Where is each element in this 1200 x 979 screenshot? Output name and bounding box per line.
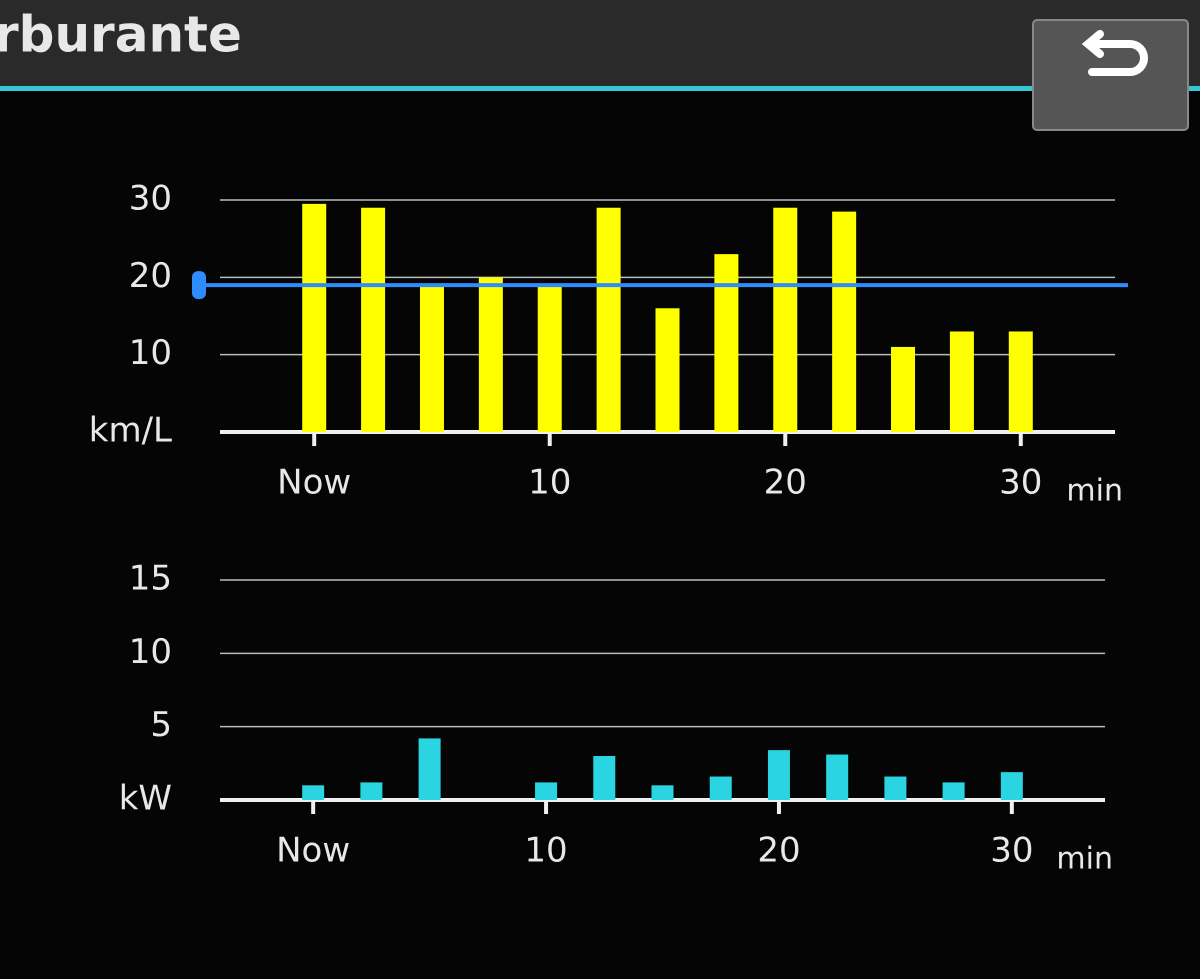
y-tick-label: km/L [89,411,172,451]
bar [596,207,621,432]
x-tick-label: 10 [524,831,567,871]
back-icon[interactable] [1081,30,1148,76]
y-tick-label: 10 [129,333,172,373]
x-tick-label: 30 [990,831,1033,871]
x-tick-label: 10 [528,463,571,503]
bar [709,776,732,800]
header-bar [0,0,1200,88]
bar [1008,331,1033,432]
bar [949,331,974,432]
bar [360,782,383,800]
bar [478,277,503,432]
bar [593,756,616,800]
bar [773,207,798,432]
x-tick-label: 20 [757,831,800,871]
bar [942,782,965,800]
y-tick-label: 15 [129,559,172,599]
x-unit-label: min [1056,842,1113,877]
bar [419,285,444,432]
bar [651,785,674,800]
bar [535,782,558,800]
bar [891,346,916,432]
average-handle [192,271,206,300]
bar [1000,772,1023,800]
y-tick-label: 20 [129,256,172,296]
bar [302,203,327,432]
header-title: rburante [0,6,242,64]
y-tick-label: kW [119,779,172,819]
bar [832,211,857,432]
header-rule [0,86,1200,91]
bar [302,785,325,800]
bar [418,738,441,800]
x-tick-label: Now [277,463,351,503]
back-button[interactable] [1032,19,1189,131]
bar [826,754,849,800]
bar [655,308,680,432]
y-tick-label: 5 [150,705,172,745]
x-tick-label: 30 [999,463,1042,503]
x-unit-label: min [1066,474,1123,509]
bar [767,750,790,800]
y-tick-label: 10 [129,632,172,672]
bar [884,776,907,800]
x-tick-label: 20 [764,463,807,503]
bar [714,254,739,432]
x-tick-label: Now [276,831,350,871]
bar [361,207,386,432]
y-tick-label: 30 [129,179,172,219]
bar [537,285,562,432]
